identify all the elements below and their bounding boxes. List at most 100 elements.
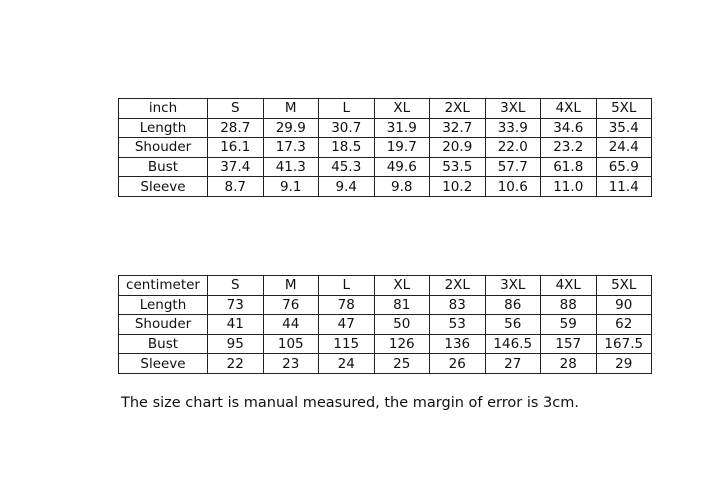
header-row: centimeter S M L XL 2XL 3XL 4XL 5XL xyxy=(118,275,652,296)
measurement-cell: 27 xyxy=(484,353,541,374)
measurement-cell: 24 xyxy=(318,353,375,374)
measurement-cell: 29.9 xyxy=(262,117,319,139)
size-header: L xyxy=(318,275,375,296)
measurement-cell: 59 xyxy=(540,314,597,335)
measurement-cell: 20.9 xyxy=(429,137,486,158)
measurement-cell: 24.4 xyxy=(595,137,652,158)
measurement-cell: 47 xyxy=(318,314,375,335)
measurement-cell: 9.8 xyxy=(373,176,430,197)
measurement-cell: 95 xyxy=(207,333,264,355)
measurement-cell: 26 xyxy=(429,353,486,374)
measurement-cell: 28.7 xyxy=(207,117,264,139)
table-row: Shouder 16.1 17.3 18.5 19.7 20.9 22.0 23.2 24.4 xyxy=(118,137,652,158)
size-table-centimeter: centimeter S M L XL 2XL 3XL 4XL 5XL Length 73 76 78 8… xyxy=(118,275,652,374)
row-label: Length xyxy=(118,117,208,139)
table-row: Bust 95 105 115 126 136 146.5 157 167.5 xyxy=(118,333,652,355)
measurement-cell: 17.3 xyxy=(262,137,319,158)
row-label: Sleeve xyxy=(118,176,208,197)
measurement-cell: 62 xyxy=(595,314,652,335)
measurement-cell: 25 xyxy=(373,353,430,374)
table-row: Shouder 41 44 47 50 53 56 59 62 xyxy=(118,314,652,335)
measurement-cell: 157 xyxy=(540,333,597,355)
measurement-cell: 146.5 xyxy=(484,333,541,355)
measurement-cell: 41.3 xyxy=(262,156,319,178)
measurement-cell: 31.9 xyxy=(373,117,430,139)
measurement-cell: 115 xyxy=(318,333,375,355)
measurement-cell: 83 xyxy=(429,294,486,316)
unit-header: centimeter xyxy=(118,275,208,296)
table-row: Sleeve 22 23 24 25 26 27 28 29 xyxy=(118,353,652,374)
measurement-cell: 35.4 xyxy=(595,117,652,139)
table-row: Length 73 76 78 81 83 86 88 90 xyxy=(118,294,652,316)
row-label: Bust xyxy=(118,156,208,178)
measurement-cell: 9.1 xyxy=(262,176,319,197)
size-header: XL xyxy=(373,275,430,296)
size-table-inch: inch S M L XL 2XL 3XL 4XL 5XL Length 28.7 29.9 30.7 3… xyxy=(118,98,652,197)
measurement-cell: 34.6 xyxy=(540,117,597,139)
measurement-cell: 23 xyxy=(262,353,319,374)
measurement-cell: 49.6 xyxy=(373,156,430,178)
size-header: 4XL xyxy=(540,98,597,119)
measurement-cell: 136 xyxy=(429,333,486,355)
row-label: Sleeve xyxy=(118,353,208,374)
measurement-cell: 23.2 xyxy=(540,137,597,158)
measurement-cell: 126 xyxy=(373,333,430,355)
table-row: Sleeve 8.7 9.1 9.4 9.8 10.2 10.6 11.0 11.4 xyxy=(118,176,652,197)
size-header: M xyxy=(262,275,319,296)
measurement-cell: 37.4 xyxy=(207,156,264,178)
size-header: M xyxy=(262,98,319,119)
measurement-cell: 105 xyxy=(262,333,319,355)
measurement-cell: 90 xyxy=(595,294,652,316)
measurement-cell: 81 xyxy=(373,294,430,316)
size-header: 5XL xyxy=(595,98,652,119)
measurement-note: The size chart is manual measured, the m… xyxy=(121,395,579,411)
measurement-cell: 22.0 xyxy=(484,137,541,158)
size-header: 4XL xyxy=(540,275,597,296)
size-header: 2XL xyxy=(429,275,486,296)
measurement-cell: 65.9 xyxy=(595,156,652,178)
measurement-cell: 18.5 xyxy=(318,137,375,158)
header-row: inch S M L XL 2XL 3XL 4XL 5XL xyxy=(118,98,652,119)
measurement-cell: 78 xyxy=(318,294,375,316)
measurement-cell: 41 xyxy=(207,314,264,335)
size-header: 5XL xyxy=(595,275,652,296)
measurement-cell: 10.6 xyxy=(484,176,541,197)
size-header: 3XL xyxy=(484,98,541,119)
measurement-cell: 167.5 xyxy=(595,333,652,355)
measurement-cell: 88 xyxy=(540,294,597,316)
measurement-cell: 33.9 xyxy=(484,117,541,139)
row-label: Bust xyxy=(118,333,208,355)
table-row: Length 28.7 29.9 30.7 31.9 32.7 33.9 34.6 35.4 xyxy=(118,117,652,139)
measurement-cell: 61.8 xyxy=(540,156,597,178)
unit-header: inch xyxy=(118,98,208,119)
measurement-cell: 53 xyxy=(429,314,486,335)
measurement-cell: 8.7 xyxy=(207,176,264,197)
measurement-cell: 44 xyxy=(262,314,319,335)
size-header: L xyxy=(318,98,375,119)
measurement-cell: 11.4 xyxy=(595,176,652,197)
measurement-cell: 30.7 xyxy=(318,117,375,139)
measurement-cell: 73 xyxy=(207,294,264,316)
measurement-cell: 28 xyxy=(540,353,597,374)
measurement-cell: 10.2 xyxy=(429,176,486,197)
measurement-cell: 29 xyxy=(595,353,652,374)
measurement-cell: 57.7 xyxy=(484,156,541,178)
size-header: 3XL xyxy=(484,275,541,296)
measurement-cell: 22 xyxy=(207,353,264,374)
size-header: XL xyxy=(373,98,430,119)
row-label: Length xyxy=(118,294,208,316)
measurement-cell: 32.7 xyxy=(429,117,486,139)
measurement-cell: 19.7 xyxy=(373,137,430,158)
measurement-cell: 86 xyxy=(484,294,541,316)
measurement-cell: 16.1 xyxy=(207,137,264,158)
size-header: 2XL xyxy=(429,98,486,119)
row-label: Shouder xyxy=(118,314,208,335)
measurement-cell: 50 xyxy=(373,314,430,335)
row-label: Shouder xyxy=(118,137,208,158)
measurement-cell: 76 xyxy=(262,294,319,316)
measurement-cell: 53.5 xyxy=(429,156,486,178)
size-header: S xyxy=(207,98,264,119)
measurement-cell: 11.0 xyxy=(540,176,597,197)
measurement-cell: 45.3 xyxy=(318,156,375,178)
measurement-cell: 9.4 xyxy=(318,176,375,197)
